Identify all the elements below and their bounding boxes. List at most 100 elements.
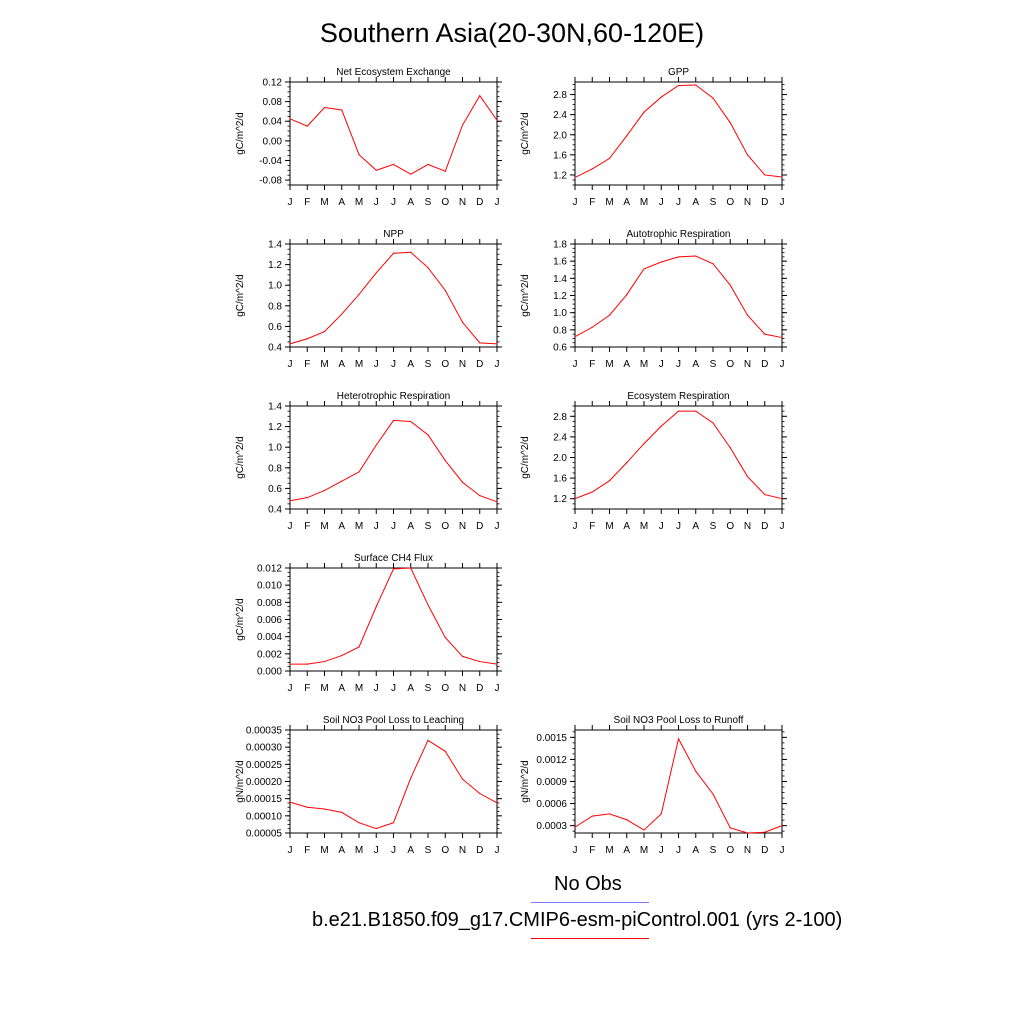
plot-frame — [574, 243, 783, 348]
x-tick-label: O — [726, 197, 734, 208]
y-tick-label: 0.12 — [263, 78, 283, 89]
data-point — [410, 420, 412, 423]
data-point — [341, 480, 343, 482]
data-point — [392, 252, 395, 254]
data-point — [591, 815, 593, 817]
data-point — [574, 498, 576, 500]
y-tick-label: 1.6 — [553, 257, 567, 268]
y-axis-label: gC/m^2/d — [520, 274, 531, 317]
y-tick-label: 0.8 — [268, 301, 282, 312]
data-point — [781, 336, 783, 339]
x-tick-label: M — [640, 197, 648, 208]
x-tick-label: A — [338, 197, 345, 208]
y-tick-label: 0.04 — [263, 117, 283, 128]
data-point — [392, 568, 395, 570]
x-tick-label: O — [726, 845, 734, 856]
data-point — [496, 343, 498, 345]
data-point — [479, 342, 481, 344]
data-point — [496, 501, 498, 503]
chart-panel-5: Ecosystem Respiration gC/m^2/d 2.8 2.4 2.0 1.… — [520, 391, 787, 532]
y-tick-label: 0.0009 — [536, 777, 567, 788]
x-tick-label: F — [589, 521, 595, 532]
x-tick-label: J — [374, 683, 379, 694]
x-tick-label: D — [476, 359, 483, 370]
data-point — [574, 826, 576, 828]
x-tick-label: A — [407, 197, 414, 208]
data-point — [643, 442, 645, 445]
data-point — [358, 153, 360, 156]
data-point — [574, 176, 576, 179]
data-point — [410, 173, 412, 175]
x-tick-label: J — [659, 359, 664, 370]
x-tick-label: M — [605, 521, 613, 532]
data-point — [306, 125, 308, 127]
data-point — [643, 268, 645, 270]
x-tick-label: J — [391, 359, 396, 370]
x-tick-label: M — [355, 683, 363, 694]
x-tick-label: O — [726, 359, 734, 370]
data-point — [660, 261, 662, 263]
series-line — [574, 737, 783, 834]
x-tick-label: J — [495, 197, 500, 208]
data-point — [591, 326, 593, 328]
x-tick-label: M — [640, 359, 648, 370]
y-tick-label: 0.00015 — [246, 794, 283, 805]
y-tick-label: 0.012 — [257, 564, 282, 575]
x-tick-label: J — [780, 359, 785, 370]
x-tick-label: J — [374, 359, 379, 370]
y-tick-label: 1.2 — [268, 422, 282, 433]
chart-panel-0: Net Ecosystem Exchange gC/m^2/d 0.12 0.08 0.… — [235, 67, 502, 208]
x-tick-label: F — [304, 197, 310, 208]
y-tick-label: 0.000 — [257, 667, 282, 678]
data-point — [427, 267, 429, 269]
x-tick-label: A — [692, 197, 699, 208]
data-point — [375, 169, 377, 171]
plot-frame — [574, 405, 783, 510]
x-tick-label: J — [780, 521, 785, 532]
data-point — [375, 827, 377, 830]
data-point — [729, 122, 731, 124]
x-tick-label: J — [573, 197, 578, 208]
y-tick-label: 2.4 — [553, 110, 567, 121]
data-point — [375, 606, 377, 608]
data-point — [608, 157, 611, 159]
x-tick-label: O — [441, 521, 449, 532]
x-tick-label: A — [407, 683, 414, 694]
x-tick-label: A — [623, 359, 630, 370]
x-tick-label: M — [640, 521, 648, 532]
x-tick-label: D — [761, 197, 768, 208]
data-point — [461, 655, 464, 658]
data-point — [677, 256, 680, 258]
y-tick-label: 1.4 — [553, 274, 567, 285]
panel-title: Ecosystem Respiration — [627, 391, 729, 402]
x-tick-label: J — [573, 521, 578, 532]
y-tick-label: 0.00010 — [246, 811, 283, 822]
y-tick-label: 2.0 — [553, 130, 567, 141]
y-tick-label: 0.006 — [257, 615, 282, 626]
x-tick-label: M — [355, 359, 363, 370]
data-point — [660, 96, 662, 98]
plot-frame — [289, 405, 498, 510]
data-point — [427, 434, 429, 436]
data-point — [496, 663, 498, 665]
y-tick-label: 1.0 — [268, 443, 282, 454]
data-point — [677, 410, 680, 412]
y-axis-label: gC/m^2/d — [520, 436, 531, 479]
x-tick-label: J — [495, 359, 500, 370]
x-tick-label: D — [476, 683, 483, 694]
chart-panel-4: Heterotrophic Respiration gC/m^2/d 1.4 1.2 1… — [235, 391, 502, 532]
x-tick-label: J — [374, 197, 379, 208]
panel-title: Net Ecosystem Exchange — [336, 67, 451, 78]
data-point — [660, 813, 662, 815]
x-tick-label: A — [407, 359, 414, 370]
data-point — [358, 822, 360, 824]
data-point — [729, 284, 731, 286]
data-point — [479, 660, 481, 663]
data-point — [626, 462, 628, 464]
data-point — [712, 422, 714, 424]
data-point — [764, 831, 766, 833]
y-axis-label: gC/m^2/d — [235, 274, 246, 317]
data-point — [591, 168, 593, 170]
